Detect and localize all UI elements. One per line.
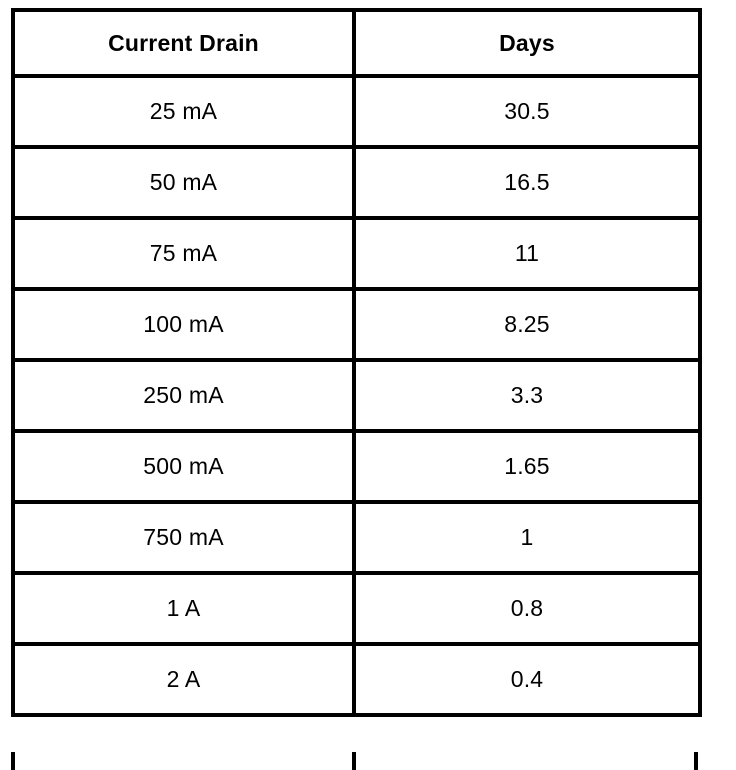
days-cell: 11 (352, 216, 702, 291)
table-header-row: Current Drain Days (11, 8, 702, 78)
column-header-days: Days (352, 8, 702, 78)
table-row: 50 mA 16.5 (11, 145, 702, 220)
days-cell: 1 (352, 500, 702, 575)
current-drain-cell: 1 A (11, 571, 356, 646)
table-row: 25 mA 30.5 (11, 74, 702, 149)
current-drain-days-table: Current Drain Days 25 mA 30.5 50 mA 16.5… (11, 8, 702, 717)
current-drain-cell: 25 mA (11, 74, 356, 149)
table-cutoff-right-border (694, 752, 698, 770)
table-row: 100 mA 8.25 (11, 287, 702, 362)
current-drain-cell: 500 mA (11, 429, 356, 504)
current-drain-cell: 50 mA (11, 145, 356, 220)
days-cell: 1.65 (352, 429, 702, 504)
table-row: 1 A 0.8 (11, 571, 702, 646)
days-cell: 16.5 (352, 145, 702, 220)
table-cutoff-left-border (11, 752, 15, 770)
column-header-current-drain: Current Drain (11, 8, 356, 78)
table-row: 75 mA 11 (11, 216, 702, 291)
table-cutoff-column-divider (352, 752, 356, 770)
current-drain-cell: 2 A (11, 642, 356, 717)
table-row: 750 mA 1 (11, 500, 702, 575)
days-cell: 8.25 (352, 287, 702, 362)
days-cell: 0.8 (352, 571, 702, 646)
table-row: 500 mA 1.65 (11, 429, 702, 504)
days-cell: 0.4 (352, 642, 702, 717)
current-drain-cell: 100 mA (11, 287, 356, 362)
days-cell: 30.5 (352, 74, 702, 149)
current-drain-cell: 750 mA (11, 500, 356, 575)
table-row: 2 A 0.4 (11, 642, 702, 717)
table-row: 250 mA 3.3 (11, 358, 702, 433)
current-drain-cell: 250 mA (11, 358, 356, 433)
current-drain-cell: 75 mA (11, 216, 356, 291)
days-cell: 3.3 (352, 358, 702, 433)
